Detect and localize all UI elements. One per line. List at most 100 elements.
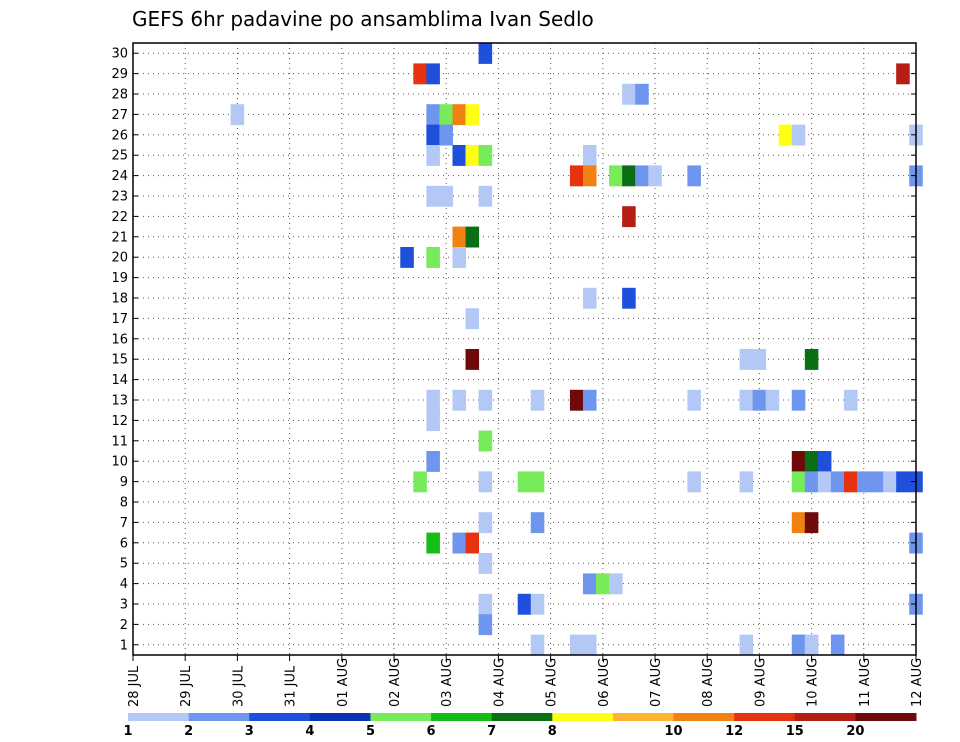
y-tick-label: 25 bbox=[111, 149, 128, 164]
heat-cell bbox=[804, 471, 819, 493]
y-tick-label: 24 bbox=[111, 169, 128, 184]
colorbar-label: 7 bbox=[487, 724, 496, 739]
y-tick-label: 14 bbox=[111, 373, 128, 388]
x-axis-ticks: 28 JUL 29 JUL 30 JUL 31 JUL 01 AUG 02 AUG 03 A… bbox=[127, 655, 925, 707]
heat-cell bbox=[426, 532, 440, 554]
heat-cell bbox=[439, 185, 453, 207]
heat-cell bbox=[530, 389, 545, 411]
heat-cell bbox=[752, 349, 767, 370]
colorbar-label: 3 bbox=[245, 724, 254, 739]
heat-cell bbox=[569, 634, 584, 656]
colorbar-label: 8 bbox=[548, 724, 557, 739]
heat-cell bbox=[465, 226, 480, 248]
heat-cell bbox=[739, 634, 754, 656]
y-tick-label: 30 bbox=[111, 47, 128, 62]
heat-cell bbox=[478, 512, 493, 534]
heat-cell bbox=[478, 389, 493, 411]
y-tick-label: 23 bbox=[111, 190, 128, 205]
x-tick-label: 06 AUG bbox=[597, 658, 612, 707]
data-cells bbox=[230, 43, 923, 656]
heat-cell bbox=[817, 451, 832, 472]
heat-cell bbox=[426, 63, 440, 85]
heat-cell bbox=[465, 532, 480, 554]
colorbar: 1 2 3 4 5 6 7 8 10 12 15 20 bbox=[123, 713, 917, 739]
heat-cell bbox=[830, 634, 845, 656]
heat-cell bbox=[791, 389, 806, 411]
y-tick-label: 13 bbox=[111, 394, 128, 409]
heat-cell bbox=[426, 247, 440, 268]
x-tick-label: 01 AUG bbox=[336, 658, 351, 707]
colorbar-swatch bbox=[491, 713, 553, 721]
heat-cell bbox=[804, 451, 819, 472]
heat-cell bbox=[687, 389, 701, 411]
heat-cell bbox=[609, 573, 623, 595]
heat-cell bbox=[687, 165, 701, 187]
heat-cell bbox=[465, 145, 480, 166]
heat-cell bbox=[817, 471, 832, 493]
x-tick-label: 11 AUG bbox=[858, 658, 873, 707]
heat-cell bbox=[883, 471, 897, 493]
heat-cell bbox=[569, 389, 584, 411]
y-tick-label: 18 bbox=[111, 292, 128, 307]
y-tick-label: 10 bbox=[111, 455, 128, 470]
plot-frame bbox=[132, 42, 917, 656]
colorbar-label: 15 bbox=[786, 724, 804, 739]
heat-cell bbox=[843, 389, 858, 411]
colorbar-swatch bbox=[128, 713, 190, 721]
x-tick-label: 12 AUG bbox=[910, 658, 925, 707]
y-tick-label: 8 bbox=[120, 496, 128, 511]
y-tick-label: 16 bbox=[111, 332, 128, 347]
heat-cell bbox=[752, 389, 767, 411]
heat-cell bbox=[791, 634, 806, 656]
heat-cell bbox=[478, 145, 493, 166]
heat-cell bbox=[478, 614, 493, 636]
colorbar-label: 2 bbox=[184, 724, 193, 739]
y-tick-label: 5 bbox=[120, 557, 128, 572]
heat-cell bbox=[478, 43, 493, 64]
y-tick-label: 27 bbox=[111, 108, 128, 123]
y-tick-label: 15 bbox=[111, 353, 128, 368]
colorbar-label: 1 bbox=[123, 724, 132, 739]
x-tick-label: 28 JUL bbox=[127, 665, 142, 707]
heat-cell bbox=[413, 471, 427, 493]
heat-cell bbox=[596, 573, 610, 595]
colorbar-label: 6 bbox=[427, 724, 436, 739]
heat-cell bbox=[426, 145, 440, 166]
y-tick-label: 28 bbox=[111, 88, 128, 103]
heat-cell bbox=[609, 165, 623, 187]
x-tick-label: 07 AUG bbox=[649, 658, 664, 707]
x-tick-label: 02 AUG bbox=[388, 658, 403, 707]
colorbar-swatch bbox=[673, 713, 735, 721]
heat-cell bbox=[426, 124, 440, 146]
y-tick-label: 4 bbox=[120, 577, 128, 592]
x-tick-label: 09 AUG bbox=[753, 658, 768, 707]
colorbar-label: 20 bbox=[846, 724, 864, 739]
colorbar-swatch bbox=[249, 713, 311, 721]
heat-cell bbox=[896, 471, 910, 493]
heat-cell bbox=[452, 145, 467, 166]
heat-cell bbox=[582, 389, 597, 411]
heat-cell bbox=[426, 185, 440, 207]
heat-cell bbox=[426, 389, 440, 411]
heat-cell bbox=[791, 512, 806, 534]
heat-cell bbox=[896, 63, 910, 85]
heat-cell bbox=[635, 165, 649, 187]
heat-cell bbox=[569, 165, 584, 187]
y-tick-label: 7 bbox=[120, 516, 128, 531]
colorbar-swatch bbox=[855, 713, 917, 721]
heat-cell bbox=[582, 573, 597, 595]
heat-cell bbox=[452, 104, 467, 126]
heat-cell bbox=[830, 471, 845, 493]
colorbar-label: 4 bbox=[305, 724, 314, 739]
y-axis-ticks: 1234567891011121314151617181920212223242… bbox=[111, 47, 916, 653]
heat-cell bbox=[791, 471, 806, 493]
heat-cell bbox=[791, 451, 806, 472]
heat-cell bbox=[635, 83, 649, 105]
heat-cell bbox=[622, 206, 636, 228]
heat-cell bbox=[400, 247, 414, 268]
heat-cell bbox=[452, 247, 467, 268]
y-tick-label: 9 bbox=[120, 475, 128, 490]
y-tick-label: 20 bbox=[111, 251, 128, 266]
heat-cell bbox=[739, 471, 754, 493]
heat-cell bbox=[765, 389, 780, 411]
